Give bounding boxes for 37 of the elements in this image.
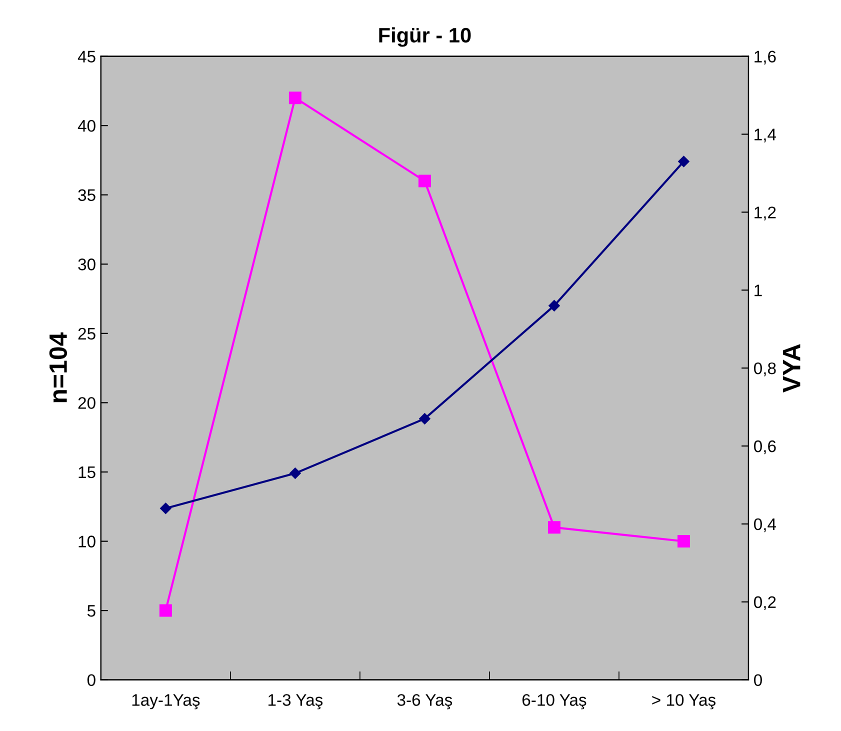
x-tick-label: 3-6 Yaş	[397, 694, 452, 710]
y-tick-label: 40	[78, 120, 96, 132]
x-tick-label: 6-10 Yaş	[522, 694, 586, 710]
y-tick-label: 25	[78, 328, 96, 340]
point	[159, 604, 172, 617]
point	[678, 156, 690, 168]
y2-tick-label: 0,2	[754, 596, 776, 610]
y2-tick-label: 1,4	[754, 128, 776, 142]
point	[160, 502, 172, 514]
point	[548, 300, 560, 312]
y2-axis-title: VYA	[782, 344, 800, 392]
chart-title: Figür - 10	[379, 27, 471, 47]
y-tick-label: 30	[78, 258, 96, 270]
y2-tick-label: 0	[754, 674, 762, 686]
y-tick-label: 45	[78, 50, 96, 62]
y-tick-label: 0	[87, 674, 96, 686]
point	[288, 92, 302, 104]
x-tick-label: > 10 Yaş	[652, 694, 716, 710]
y2-tick-label: 1,6	[754, 50, 776, 64]
y2-tick-label: 1	[754, 284, 762, 296]
point	[290, 468, 301, 479]
y2-tick-label: 1,2	[754, 206, 776, 220]
point	[677, 535, 690, 548]
y-tick-label: 20	[78, 397, 96, 409]
y2-tick-label: 0,4	[754, 518, 776, 532]
point	[548, 521, 560, 534]
y2-tick-label: 0,8	[754, 362, 776, 376]
point	[418, 174, 431, 188]
x-tick-label: 1ay-1Yaş	[132, 694, 200, 710]
y-tick-label: 35	[78, 189, 96, 202]
x-tick-label: 1-3 Yaş	[268, 694, 323, 710]
point	[419, 413, 430, 424]
y-tick-label: 10	[78, 536, 96, 548]
y-tick-label: 15	[78, 466, 96, 478]
y-tick-label: 5	[87, 605, 96, 617]
y2-tick-label: 0,6	[754, 440, 776, 454]
y-axis-title: n=104	[49, 332, 68, 402]
